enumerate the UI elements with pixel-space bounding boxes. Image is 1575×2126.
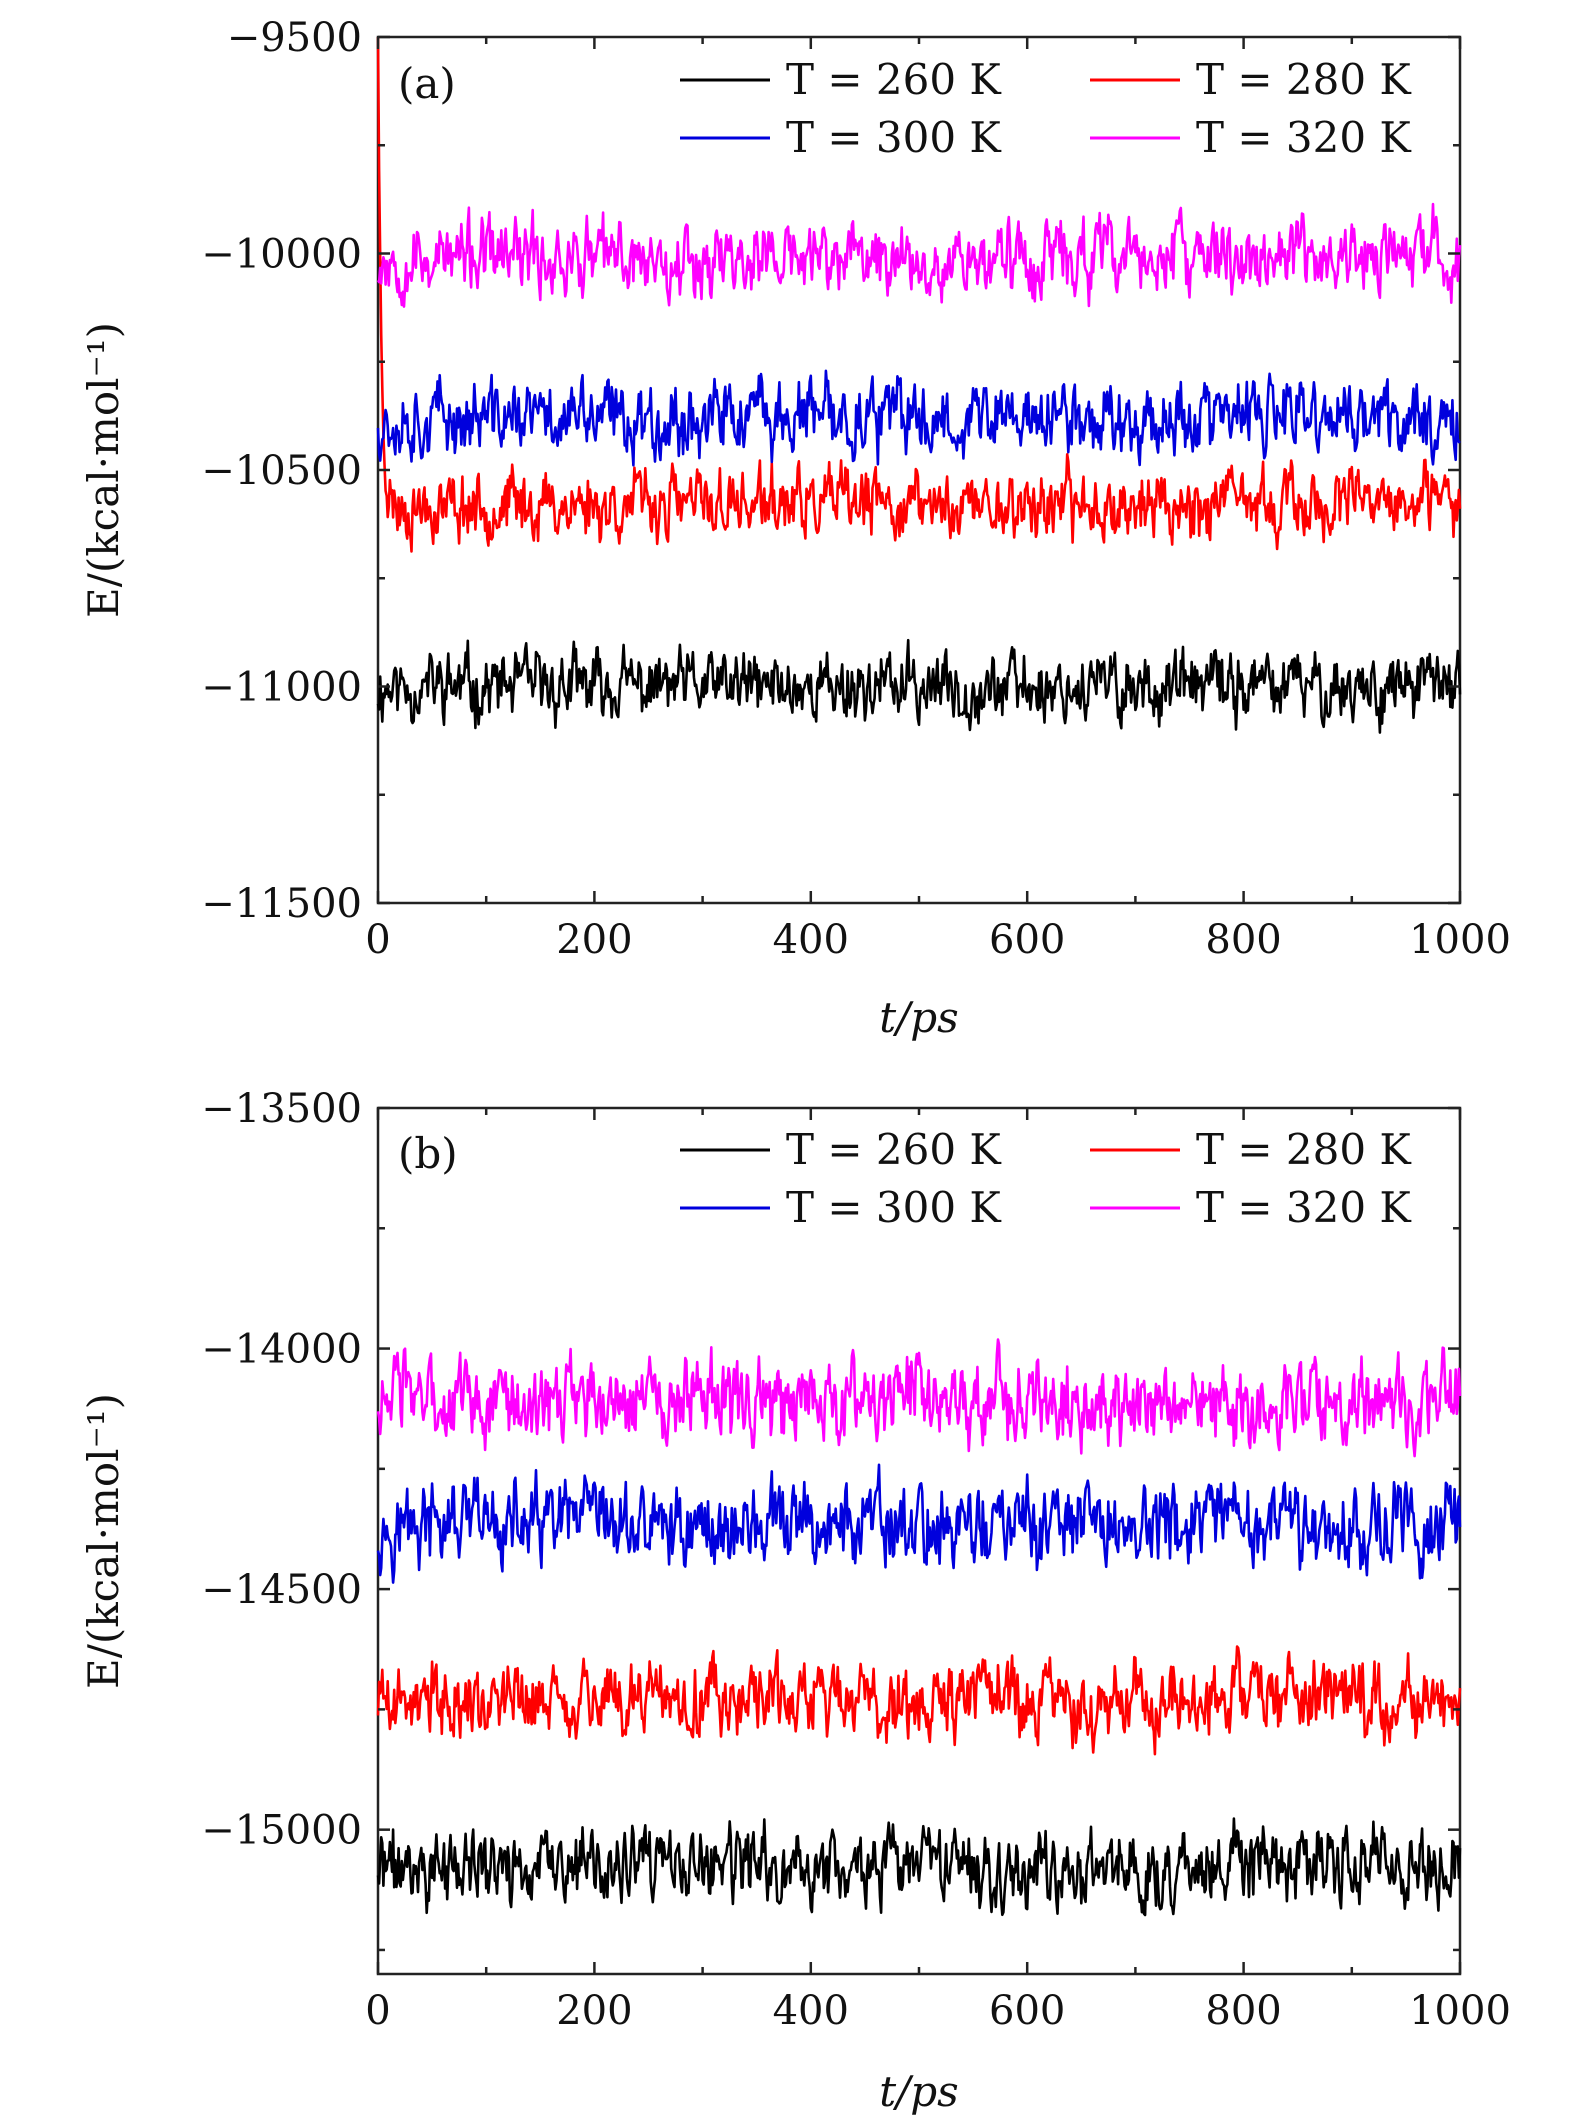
x-tick-label: 0	[365, 1988, 390, 2034]
y-tick-label: −11000	[201, 665, 362, 711]
x-tick-label: 0	[365, 917, 390, 963]
series-line-320K	[376, 202, 1462, 308]
legend-b: T = 260 K T = 280 K T = 300 K T = 320 K	[680, 1125, 1412, 1232]
legend-label: T = 300 K	[786, 1183, 1002, 1232]
y-tick-label: −15000	[201, 1808, 362, 1854]
series-line-260K	[376, 638, 1462, 734]
series-line-260K	[376, 1817, 1462, 1917]
x-tick-label: 1000	[1409, 1988, 1511, 2034]
series-line-320K	[376, 1338, 1462, 1458]
panel-a: 0 200 400 600 800 1000 −9500 −10000 −10500 −11000…	[79, 15, 1511, 1042]
x-tick-label: 1000	[1409, 917, 1511, 963]
y-axis-title-a: E/(kcal·mol⁻¹)	[79, 322, 128, 618]
legend-label: T = 260 K	[786, 1125, 1002, 1174]
y-tick-label: −11500	[201, 881, 362, 927]
x-tick-label: 400	[773, 1988, 849, 2034]
x-axis-title-a: t/ps	[879, 993, 958, 1042]
x-tick-label: 200	[556, 1988, 632, 2034]
series-layer-b	[376, 1338, 1462, 1917]
tick-layer-a: 0 200 400 600 800 1000 −9500 −10000 −10500 −11000…	[201, 15, 1511, 963]
panel-label-a: (a)	[398, 59, 456, 108]
y-tick-label: −14000	[201, 1327, 362, 1373]
x-tick-label: 400	[773, 917, 849, 963]
y-tick-label: −10500	[201, 448, 362, 494]
plot-frame-a	[376, 35, 1462, 905]
legend-label: T = 280 K	[1196, 55, 1412, 104]
tick-layer-b: 0 200 400 600 800 1000 −13500 −14000 −14500 −1500…	[201, 1086, 1511, 2034]
legend-label: T = 280 K	[1196, 1125, 1412, 1174]
series-line-280K	[376, 1645, 1462, 1756]
legend-label: T = 320 K	[1196, 113, 1412, 162]
y-axis-title-b: E/(kcal·mol⁻¹)	[79, 1393, 128, 1689]
y-tick-label: −9500	[227, 15, 362, 61]
y-tick-label: −10000	[201, 232, 362, 278]
series-layer-a	[376, 36, 1462, 734]
legend-label: T = 260 K	[786, 55, 1002, 104]
y-tick-label: −13500	[201, 1086, 362, 1132]
series-line-300K	[376, 369, 1461, 467]
x-axis-title-b: t/ps	[879, 2067, 958, 2116]
legend-label: T = 300 K	[786, 113, 1002, 162]
panel-b: 0 200 400 600 800 1000 −13500 −14000 −14500 −1500…	[79, 1086, 1511, 2116]
series-line-280K	[376, 36, 1462, 553]
legend-label: T = 320 K	[1196, 1183, 1412, 1232]
series-line-300K	[376, 1463, 1462, 1584]
x-tick-label: 200	[556, 917, 632, 963]
x-tick-label: 800	[1205, 917, 1281, 963]
panel-label-b: (b)	[398, 1129, 458, 1178]
x-tick-label: 600	[989, 1988, 1065, 2034]
y-tick-label: −14500	[201, 1567, 362, 1613]
x-tick-label: 600	[989, 917, 1065, 963]
legend-a: T = 260 K T = 280 K T = 300 K T = 320 K	[680, 55, 1412, 162]
x-tick-label: 800	[1205, 1988, 1281, 2034]
